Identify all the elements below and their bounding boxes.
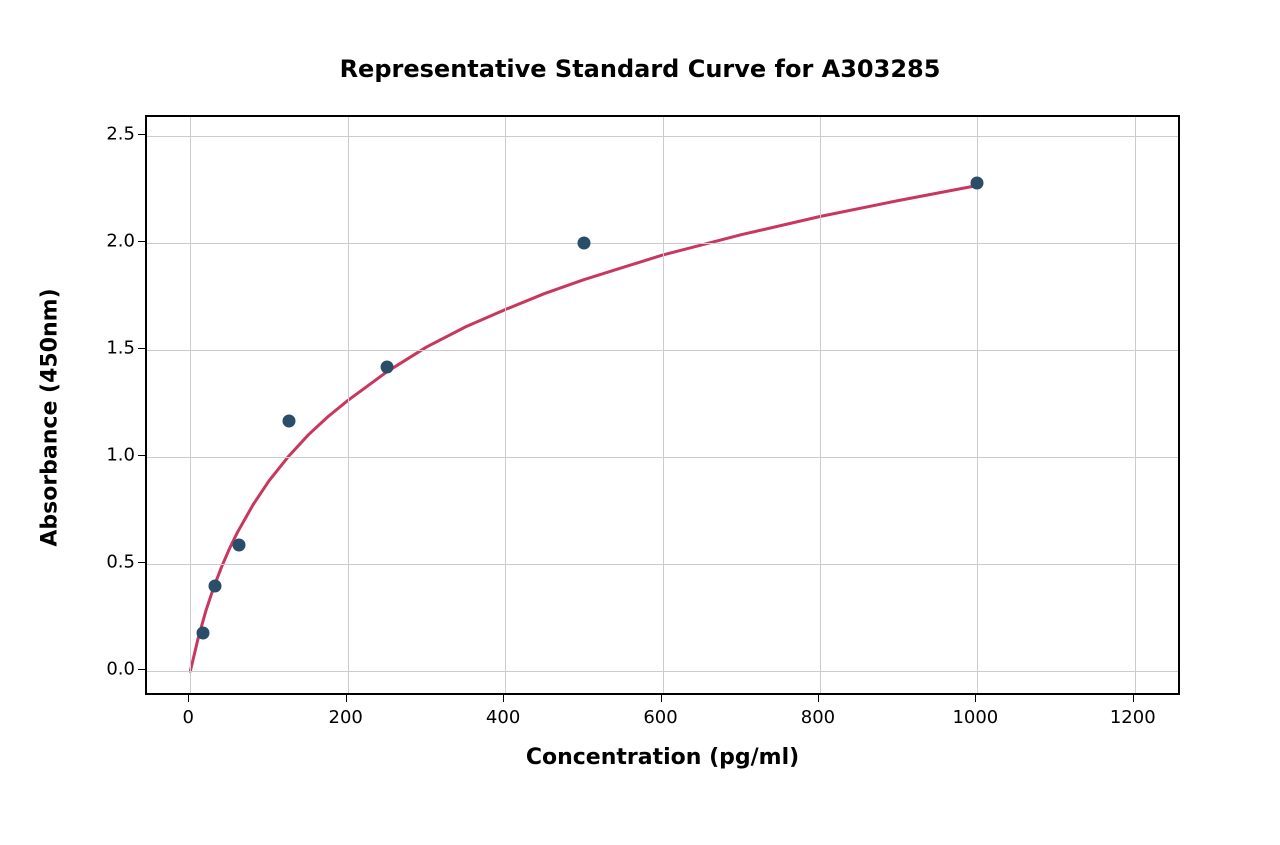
tick-mark-y [138,241,145,242]
x-tick-label: 400 [486,707,520,728]
y-tick-label: 2.0 [95,231,135,252]
data-point [208,579,221,592]
data-point [577,237,590,250]
grid-line-h [147,243,1178,244]
data-point [196,626,209,639]
x-tick-label: 0 [183,707,194,728]
grid-line-h [147,564,1178,565]
grid-line-v [190,117,191,693]
x-tick-label: 200 [329,707,363,728]
plot-area [145,115,1180,695]
y-tick-label: 1.0 [95,445,135,466]
x-tick-label: 1000 [952,707,998,728]
y-tick-label: 0.5 [95,552,135,573]
grid-line-v [1135,117,1136,693]
data-point [971,177,984,190]
y-axis-label: Absorbance (450nm) [38,288,63,546]
y-tick-label: 2.5 [95,124,135,145]
grid-line-v [977,117,978,693]
x-tick-label: 1200 [1110,707,1156,728]
y-tick-label: 1.5 [95,338,135,359]
grid-line-h [147,671,1178,672]
grid-line-h [147,350,1178,351]
chart-title: Representative Standard Curve for A30328… [340,55,941,83]
tick-mark-x [188,695,189,702]
fit-curve [190,185,977,671]
y-tick-label: 0.0 [95,659,135,680]
data-point [381,361,394,374]
grid-line-h [147,457,1178,458]
tick-mark-x [503,695,504,702]
grid-line-v [505,117,506,693]
grid-line-v [663,117,664,693]
chart-container: Representative Standard Curve for A30328… [0,0,1280,845]
tick-mark-x [818,695,819,702]
x-tick-label: 600 [643,707,677,728]
grid-line-v [820,117,821,693]
x-axis-label: Concentration (pg/ml) [463,745,863,770]
tick-mark-x [975,695,976,702]
tick-mark-y [138,134,145,135]
tick-mark-x [661,695,662,702]
tick-mark-y [138,348,145,349]
tick-mark-y [138,562,145,563]
grid-line-v [348,117,349,693]
data-point [282,414,295,427]
tick-mark-x [346,695,347,702]
tick-mark-y [138,669,145,670]
tick-mark-x [1133,695,1134,702]
tick-mark-y [138,455,145,456]
x-tick-label: 800 [801,707,835,728]
grid-line-h [147,136,1178,137]
data-point [233,539,246,552]
